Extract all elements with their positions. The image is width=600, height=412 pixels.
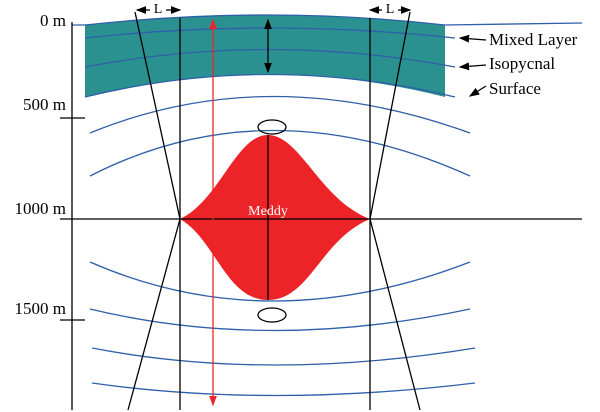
- legend-label: Surface: [489, 79, 541, 98]
- depth-label: 1000 m: [15, 199, 66, 218]
- width-label: L: [386, 2, 395, 17]
- width-label: L: [154, 2, 163, 17]
- eddy-label: Meddy: [248, 204, 288, 219]
- depth-label: 500 m: [23, 95, 66, 114]
- legend-label: Mixed Layer: [489, 30, 578, 49]
- isopycnals: [72, 14, 583, 397]
- legend-label: Isopycnal: [489, 54, 555, 73]
- depth-label: 0 m: [40, 11, 66, 30]
- depth-label: 1500 m: [15, 299, 66, 318]
- meddy: [180, 135, 370, 300]
- frame-lines: [60, 6, 582, 411]
